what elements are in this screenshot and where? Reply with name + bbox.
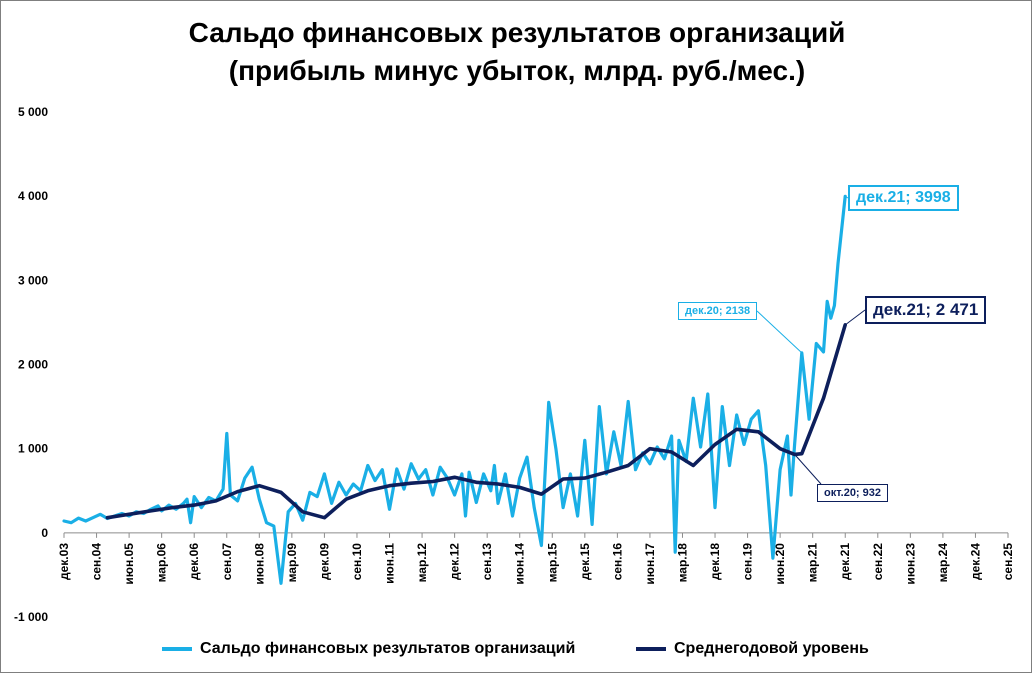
x-tick-label: июн.14 <box>513 543 527 585</box>
x-tick-label: сен.22 <box>871 543 885 581</box>
annotation-oct20-average: окт.20; 932 <box>817 484 889 502</box>
annotation-dec21-saldo: дек.21; 3998 <box>848 185 959 211</box>
x-tick-label: дек.21 <box>838 543 852 580</box>
legend-swatch-saldo <box>162 647 192 651</box>
annotation-dec20-saldo: дек.20; 2138 <box>678 302 758 320</box>
x-tick-label: дек.03 <box>57 543 71 580</box>
x-tick-label: сен.04 <box>90 543 104 581</box>
y-tick-label: 2 000 <box>18 358 48 372</box>
annotation-leader <box>794 454 822 485</box>
annotation-leader <box>756 310 803 354</box>
x-tick-label: дек.12 <box>448 543 462 580</box>
x-tick-label: дек.15 <box>578 543 592 580</box>
x-tick-label: мар.12 <box>415 543 429 583</box>
legend-swatch-average <box>636 647 666 651</box>
x-tick-label: сен.10 <box>350 543 364 581</box>
x-tick-label: июн.17 <box>643 543 657 585</box>
y-tick-label: 1 000 <box>18 442 48 456</box>
x-tick-label: мар.15 <box>545 543 559 583</box>
x-tick-label: июн.05 <box>122 543 136 585</box>
average-line <box>105 323 847 520</box>
legend-label-average: Среднегодовой уровень <box>674 640 869 657</box>
x-tick-label: сен.13 <box>480 543 494 581</box>
x-tick-label: мар.18 <box>675 543 689 583</box>
x-tick-label: июн.20 <box>773 543 787 585</box>
saldo-line <box>62 194 847 585</box>
legend-label-saldo: Сальдо финансовых результатов организаци… <box>200 640 576 657</box>
y-tick-label: 0 <box>41 526 48 540</box>
x-tick-label: мар.09 <box>285 543 299 583</box>
y-tick-label: 5 000 <box>18 105 48 119</box>
y-tick-label: 4 000 <box>18 189 48 203</box>
x-tick-label: июн.08 <box>252 543 266 585</box>
x-tick-label: сен.19 <box>741 543 755 581</box>
x-tick-label: сен.07 <box>220 543 234 581</box>
legend-item-saldo: Сальдо финансовых результатов организаци… <box>162 638 575 660</box>
x-tick-label: сен.16 <box>610 543 624 581</box>
x-tick-label: мар.06 <box>155 543 169 583</box>
y-tick-label: 3 000 <box>18 273 48 287</box>
x-tick-label: мар.21 <box>806 543 820 583</box>
annotation-leader <box>844 309 866 326</box>
x-tick-label: сен.25 <box>1001 543 1015 581</box>
y-tick-label: -1 000 <box>14 610 48 624</box>
x-tick-label: дек.18 <box>708 543 722 580</box>
chart-title-line-2: (прибыль минус убыток, млрд. руб./мес.) <box>228 55 806 86</box>
chart-title: Сальдо финансовых результатов организаци… <box>0 14 1034 90</box>
x-tick-label: дек.09 <box>317 543 331 580</box>
x-tick-label: июн.23 <box>903 543 917 585</box>
chart-legend: Сальдо финансовых результатов организаци… <box>0 638 1034 660</box>
x-tick-label: дек.24 <box>968 543 982 580</box>
legend-item-average: Среднегодовой уровень <box>636 638 869 660</box>
annotation-leader <box>844 195 849 199</box>
x-tick-label: июн.11 <box>383 543 397 584</box>
x-tick-label: дек.06 <box>187 543 201 580</box>
chart-title-line-1: Сальдо финансовых результатов организаци… <box>188 17 846 48</box>
annotation-dec21-average: дек.21; 2 471 <box>865 296 987 324</box>
x-tick-label: мар.24 <box>936 543 950 583</box>
